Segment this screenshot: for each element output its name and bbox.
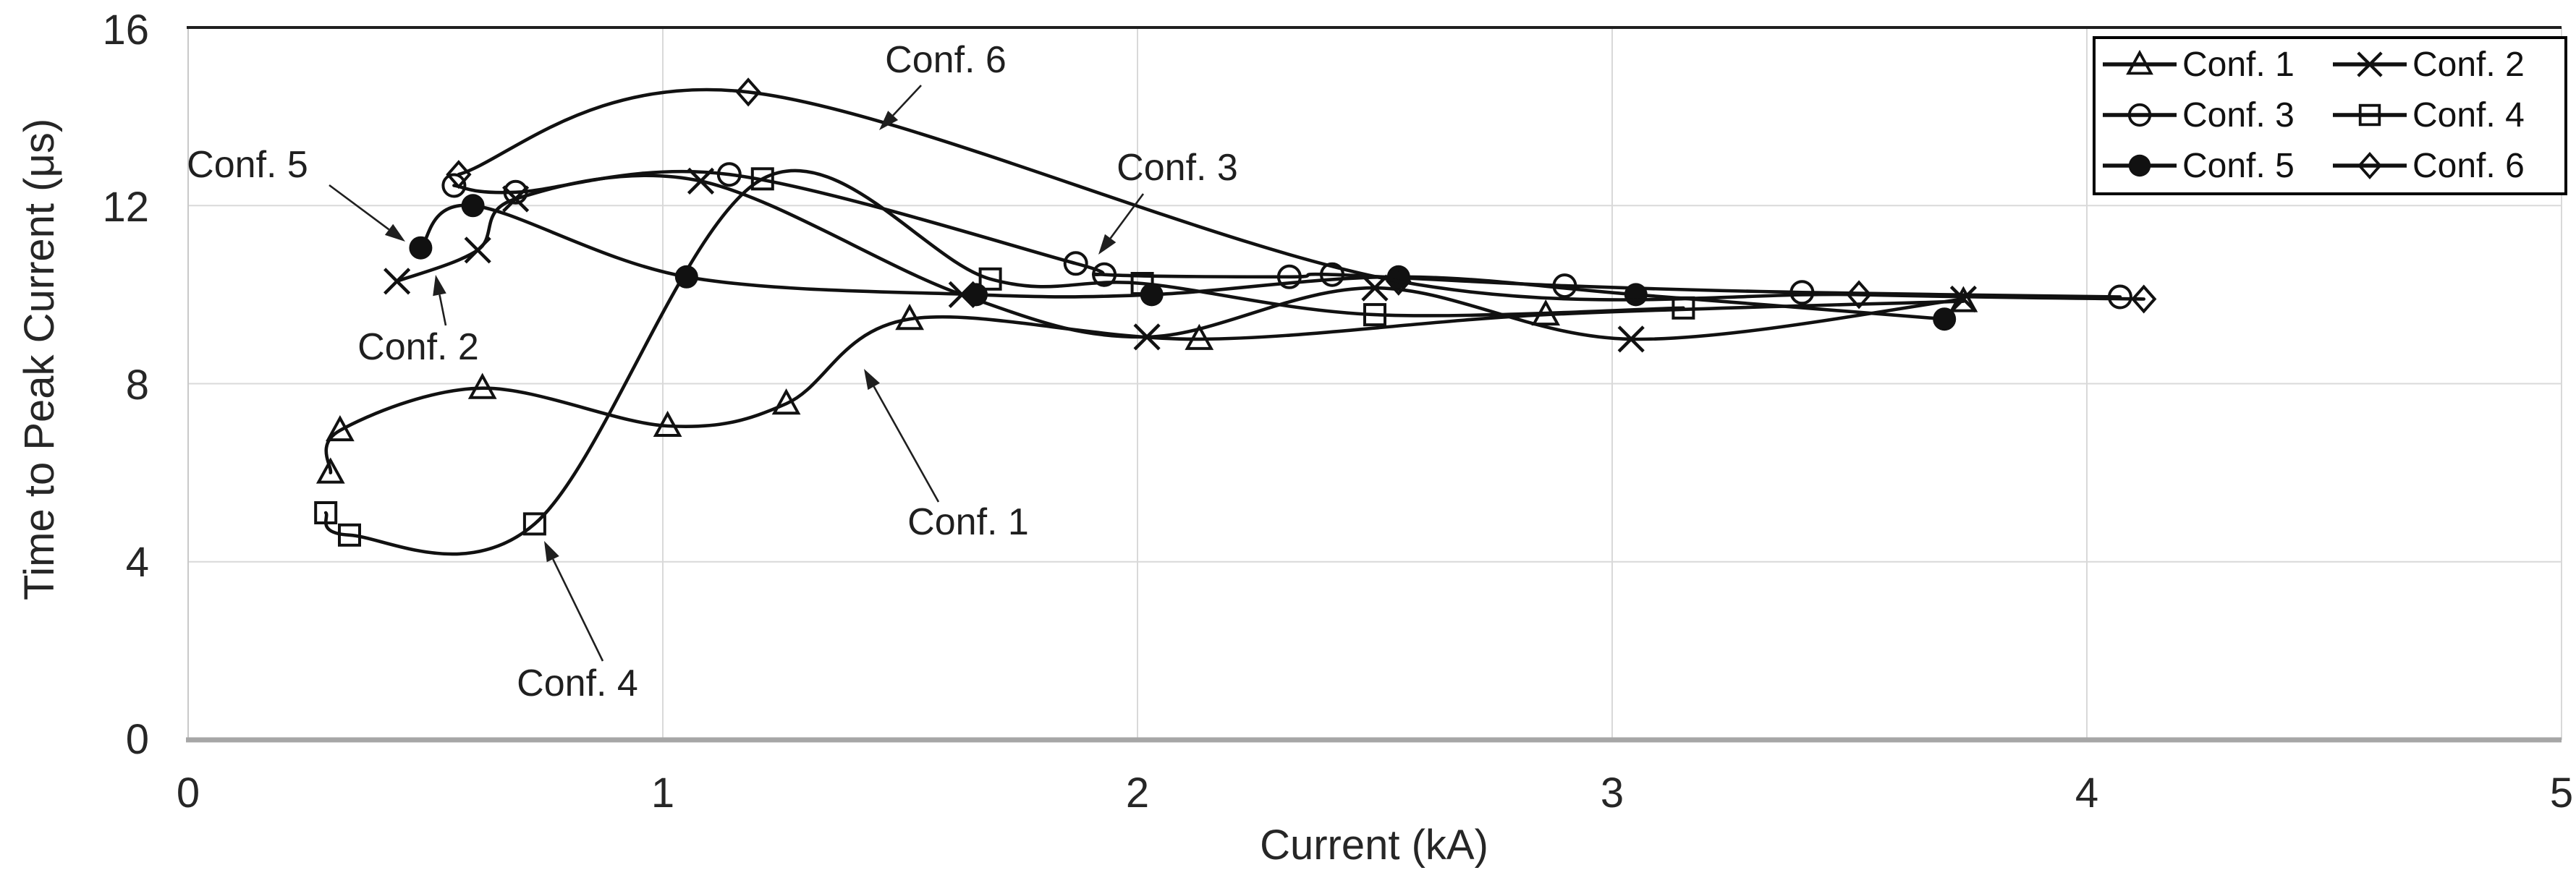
annotation-label: Conf. 4 <box>517 662 638 704</box>
x-tick-label: 1 <box>651 770 675 817</box>
legend-item-label: Conf. 4 <box>2412 95 2525 135</box>
x-tick-label: 5 <box>2549 770 2574 817</box>
legend-item: Conf. 1 <box>2100 39 2330 90</box>
annotation-label: Conf. 3 <box>1117 147 1238 189</box>
legend-marker-dot-icon <box>2103 154 2177 177</box>
annotation-label: Conf. 5 <box>187 144 308 186</box>
y-tick-label: 4 <box>125 539 149 586</box>
legend-marker-circle-icon <box>2103 103 2177 127</box>
chart-legend: Conf. 1 Conf. 2 Conf. 3 Conf. 4 Conf. 5 … <box>2093 36 2567 195</box>
legend-marker-triangle-icon <box>2103 49 2177 75</box>
y-tick-label: 8 <box>125 362 149 409</box>
y-tick-label: 12 <box>102 184 149 231</box>
x-tick-label: 4 <box>2075 770 2099 817</box>
legend-item-label: Conf. 5 <box>2182 146 2295 185</box>
legend-item: Conf. 6 <box>2330 140 2564 191</box>
annotation-label: Conf. 1 <box>907 501 1029 543</box>
legend-item-label: Conf. 1 <box>2182 45 2295 84</box>
x-tick-label: 3 <box>1600 770 1624 817</box>
legend-item-label: Conf. 2 <box>2412 45 2525 84</box>
x-tick-label: 0 <box>176 770 200 817</box>
annotation-label: Conf. 6 <box>885 39 1007 81</box>
legend-item: Conf. 2 <box>2330 39 2564 90</box>
legend-item: Conf. 4 <box>2330 90 2564 140</box>
legend-item: Conf. 3 <box>2100 90 2330 140</box>
y-tick-label: 0 <box>125 716 149 763</box>
legend-item-label: Conf. 3 <box>2182 95 2295 135</box>
x-tick-label: 2 <box>1125 770 1150 817</box>
legend-marker-diamond-icon <box>2333 151 2407 180</box>
legend-item: Conf. 5 <box>2100 140 2330 191</box>
annotation-label: Conf. 2 <box>357 326 479 368</box>
y-tick-label: 16 <box>102 7 149 54</box>
x-axis-title: Current (kA) <box>1260 822 1488 869</box>
legend-marker-square-icon <box>2333 103 2407 127</box>
y-axis-title: Time to Peak Current (μs) <box>16 118 63 600</box>
legend-marker-x-icon <box>2333 51 2407 77</box>
legend-item-label: Conf. 6 <box>2412 146 2525 185</box>
